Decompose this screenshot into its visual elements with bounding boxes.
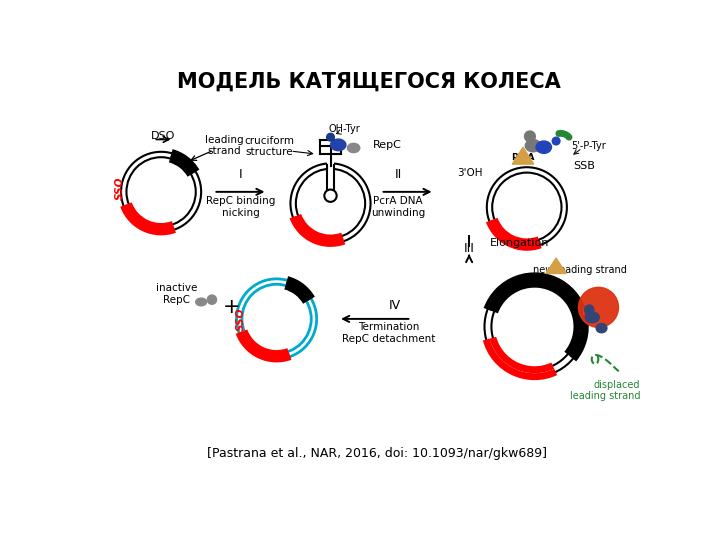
- Circle shape: [207, 295, 217, 304]
- Text: displaced
leading strand: displaced leading strand: [570, 380, 640, 401]
- Text: SSB: SSB: [573, 161, 595, 171]
- Text: SSO: SSO: [114, 176, 125, 200]
- Text: +: +: [223, 298, 240, 318]
- Text: cruciform
structure: cruciform structure: [244, 136, 294, 157]
- Text: 3'OH: 3'OH: [457, 168, 482, 178]
- Circle shape: [559, 131, 564, 136]
- Ellipse shape: [196, 298, 207, 306]
- Circle shape: [578, 287, 618, 327]
- Ellipse shape: [348, 143, 360, 153]
- Text: [Pastrana et al., NAR, 2016, doi: 10.1093/nar/gkw689]: [Pastrana et al., NAR, 2016, doi: 10.109…: [207, 447, 546, 460]
- Polygon shape: [512, 147, 534, 164]
- Ellipse shape: [596, 323, 607, 333]
- Text: DNA
Pol. III: DNA Pol. III: [582, 298, 615, 317]
- Text: IV: IV: [388, 299, 400, 312]
- Text: PcrA DNA
unwinding: PcrA DNA unwinding: [371, 197, 426, 218]
- Circle shape: [525, 131, 535, 142]
- Circle shape: [556, 131, 562, 136]
- Text: inactive
RepC: inactive RepC: [156, 284, 197, 305]
- Text: Termination
RepC detachment: Termination RepC detachment: [341, 322, 435, 343]
- Text: RepC: RepC: [373, 140, 402, 150]
- Text: МОДЕЛЬ КАТЯЩЕГОСЯ КОЛЕСА: МОДЕЛЬ КАТЯЩЕГОСЯ КОЛЕСА: [177, 72, 561, 92]
- Text: SSO: SSO: [235, 307, 246, 330]
- Circle shape: [585, 305, 594, 314]
- Text: III: III: [464, 241, 474, 254]
- Ellipse shape: [536, 141, 552, 153]
- Text: new leading strand: new leading strand: [533, 265, 627, 275]
- Text: 5'-P-Tyr: 5'-P-Tyr: [571, 140, 606, 151]
- Text: I: I: [238, 167, 242, 181]
- Text: RepC binding
nicking: RepC binding nicking: [206, 197, 275, 218]
- Ellipse shape: [526, 139, 541, 152]
- Ellipse shape: [330, 139, 346, 151]
- Text: OH-Tyr: OH-Tyr: [328, 125, 360, 134]
- Text: leading
strand: leading strand: [205, 135, 243, 157]
- Circle shape: [564, 133, 570, 138]
- Text: DSO: DSO: [150, 131, 175, 141]
- Circle shape: [563, 132, 568, 137]
- Polygon shape: [546, 258, 566, 273]
- Circle shape: [327, 133, 334, 141]
- Ellipse shape: [585, 312, 599, 323]
- Text: Elongation: Elongation: [490, 239, 549, 248]
- Text: PcrA: PcrA: [511, 153, 535, 163]
- Circle shape: [552, 137, 560, 145]
- Circle shape: [561, 131, 566, 136]
- Circle shape: [324, 190, 337, 202]
- Text: II: II: [395, 167, 402, 181]
- Circle shape: [567, 134, 572, 140]
